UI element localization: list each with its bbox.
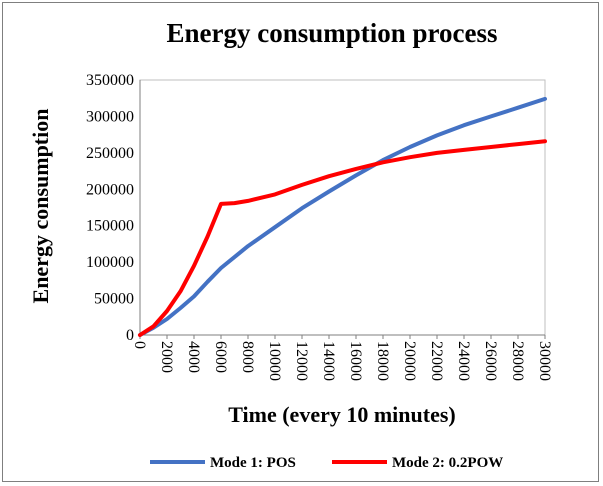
legend: Mode 1: POS Mode 2: 0.2POW	[150, 455, 503, 471]
chart-frame	[2, 2, 599, 482]
legend-label-1: Mode 1: POS	[210, 455, 296, 471]
x-tick-label: 24000	[455, 341, 472, 381]
y-tick-label: 200000	[86, 181, 134, 198]
y-tick-label: 300000	[86, 108, 134, 125]
y-tick-label: 100000	[86, 254, 134, 271]
plot-lines	[138, 96, 547, 337]
x-tick-label: 30000	[536, 341, 553, 381]
x-tick-label: 12000	[293, 341, 310, 381]
y-axis-label: Energy consumption	[28, 109, 53, 304]
x-tick-label: 2000	[158, 341, 175, 373]
x-tick-label: 26000	[482, 341, 499, 381]
x-tick-label: 20000	[401, 341, 418, 381]
x-tick-label: 10000	[266, 341, 283, 381]
y-tick-label: 350000	[86, 72, 134, 89]
series-line-1	[138, 96, 547, 337]
x-tick-label: 4000	[185, 341, 202, 373]
y-tick-label: 0	[126, 327, 134, 344]
chart-title: Energy consumption process	[166, 18, 497, 48]
x-tick-label: 22000	[428, 341, 445, 381]
y-tick-label: 250000	[86, 145, 134, 162]
x-tick-label: 14000	[320, 341, 337, 381]
axes: 0500001000001500002000002500003000003500…	[86, 72, 553, 381]
x-tick-label: 8000	[239, 341, 256, 373]
x-axis-label: Time (every 10 minutes)	[228, 402, 456, 427]
x-tick-label: 0	[131, 341, 148, 349]
y-tick-label: 50000	[94, 291, 134, 308]
x-tick-label: 18000	[374, 341, 391, 381]
legend-label-2: Mode 2: 0.2POW	[392, 455, 503, 471]
series-line-2	[138, 139, 547, 337]
x-tick-label: 28000	[509, 341, 526, 381]
y-tick-label: 150000	[86, 218, 134, 235]
x-tick-label: 16000	[347, 341, 364, 381]
x-tick-label: 6000	[212, 341, 229, 373]
